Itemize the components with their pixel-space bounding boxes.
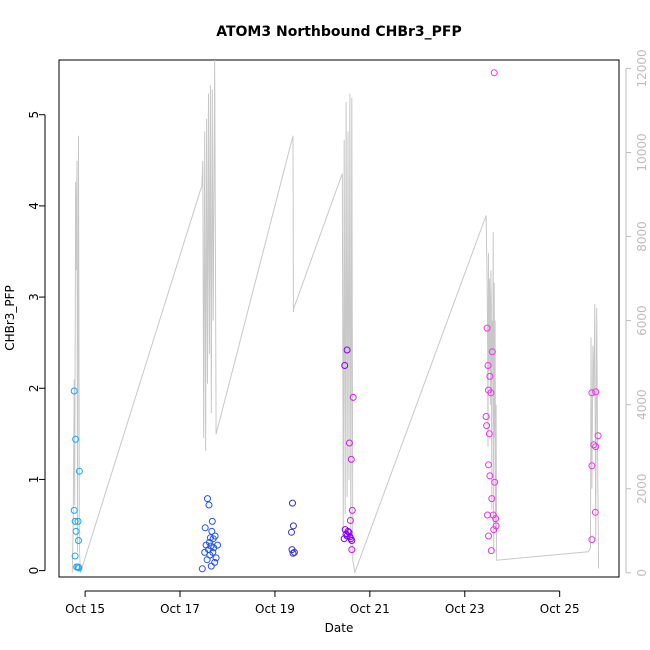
y-tick-label: 0 [27,567,41,575]
y-right-tick-label: 10000 [635,133,649,171]
altitude-track [71,59,600,573]
y-axis-label: CHBr3_PFP [3,285,17,351]
data-point [204,495,211,503]
data-point [207,562,215,570]
data-point [74,517,82,525]
y-right-tick-label: 2000 [635,473,649,504]
data-point [490,526,498,534]
data-point [483,422,491,430]
chart-title: ATOM3 Northbound CHBr3_PFP [216,24,462,40]
x-tick-label: Oct 21 [350,602,390,616]
data-point [211,558,219,566]
data-point [290,548,298,556]
data-point [72,527,80,535]
y-right-tick-label: 6000 [635,305,649,336]
data-point [289,549,297,557]
data-point [591,508,599,516]
data-point [485,461,492,469]
data-point [75,564,83,572]
y-tick-label: 3 [27,293,41,301]
data-point [588,462,596,470]
y-right-tick-label: 0 [635,569,649,577]
y-tick-label: 5 [27,111,41,119]
data-point [211,532,219,540]
data-point [349,393,357,401]
data-point [206,534,214,542]
data-point [484,511,491,519]
data-point [485,532,492,540]
data-point [70,387,78,395]
data-point [592,388,600,396]
data-point [492,522,500,530]
data-point [347,455,355,463]
data-point [198,565,206,573]
y-axis-right: 0 2000 4000 6000 8000 10000 12000 [625,49,649,577]
data-point [590,441,598,449]
data-point [341,362,349,369]
y-right-tick-label: 12000 [635,49,649,87]
data-point [75,467,83,475]
data-point [484,362,492,369]
data-point [70,506,78,514]
data-point [288,528,295,536]
data-point [482,413,490,420]
x-tick-label: Oct 19 [255,602,295,616]
data-point [348,546,356,554]
data-point [487,547,495,555]
data-point [486,372,494,380]
data-point [71,552,79,560]
y-tick-label: 1 [27,476,41,484]
data-point [485,430,493,438]
data-point [487,389,495,397]
x-axis: Oct 15 Oct 17 Oct 19 Oct 21 Oct 23 Oct 25 [65,590,580,616]
data-point [289,499,296,507]
data-point [490,69,498,77]
data-point [343,346,351,354]
data-point [201,524,209,532]
data-point [348,537,356,544]
data-point [592,443,600,451]
data-point [348,506,356,514]
data-point [71,517,79,525]
data-point [346,517,354,524]
data-point [289,522,297,530]
x-tick-label: Oct 23 [445,602,485,616]
data-point [72,435,80,443]
data-point [212,554,220,562]
y-axis: 0 1 2 3 4 5 [27,111,46,575]
data-point [208,527,216,535]
y-right-tick-label: 4000 [635,389,649,420]
data-point [588,536,596,544]
data-point [488,348,496,356]
data-point [489,511,497,519]
data-point [74,563,82,571]
data-point [594,432,602,440]
data-point [205,538,213,546]
data-point [588,389,596,397]
x-tick-label: Oct 15 [65,602,105,616]
data-point [209,548,217,556]
data-point [208,517,216,525]
data-point [486,472,494,480]
y-tick-label: 2 [27,384,41,392]
x-tick-label: Oct 17 [160,602,200,616]
y-tick-label: 4 [27,202,41,210]
data-point [483,324,491,332]
plot-frame [58,59,620,578]
data-point [488,495,496,503]
data-points [70,69,602,573]
data-point [345,439,353,447]
x-axis-label: Date [325,621,354,635]
data-point [491,478,499,486]
altitude-line [71,59,600,573]
data-point [75,537,82,544]
data-point [492,515,500,523]
data-point [345,528,353,536]
data-point [214,541,221,549]
data-point [205,501,213,509]
x-tick-label: Oct 25 [540,602,580,616]
y-right-tick-label: 8000 [635,221,649,252]
